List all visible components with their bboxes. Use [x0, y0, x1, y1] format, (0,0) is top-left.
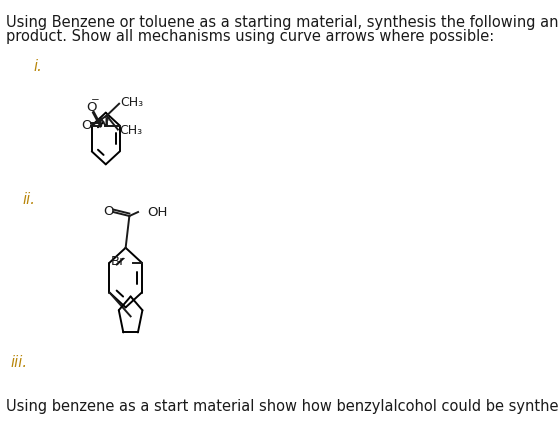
Text: i.: i.	[34, 59, 42, 74]
Text: ii.: ii.	[22, 192, 35, 207]
Text: O: O	[103, 204, 114, 218]
Text: N: N	[98, 117, 109, 130]
Text: O: O	[81, 119, 92, 132]
Text: Using Benzene or toluene as a starting material, synthesis the following and nam: Using Benzene or toluene as a starting m…	[6, 15, 559, 30]
Text: Br: Br	[111, 255, 126, 268]
Text: OH: OH	[147, 206, 167, 219]
Text: product. Show all mechanisms using curve arrows where possible:: product. Show all mechanisms using curve…	[6, 29, 494, 44]
Text: Using benzene as a start material show how benzylalcohol could be synthesis.: Using benzene as a start material show h…	[6, 399, 559, 414]
Text: −: −	[91, 95, 100, 105]
Text: CH₃: CH₃	[119, 124, 142, 137]
Text: +: +	[103, 113, 111, 123]
Text: O: O	[86, 101, 96, 114]
Text: CH₃: CH₃	[120, 96, 144, 109]
Text: iii.: iii.	[10, 355, 27, 370]
